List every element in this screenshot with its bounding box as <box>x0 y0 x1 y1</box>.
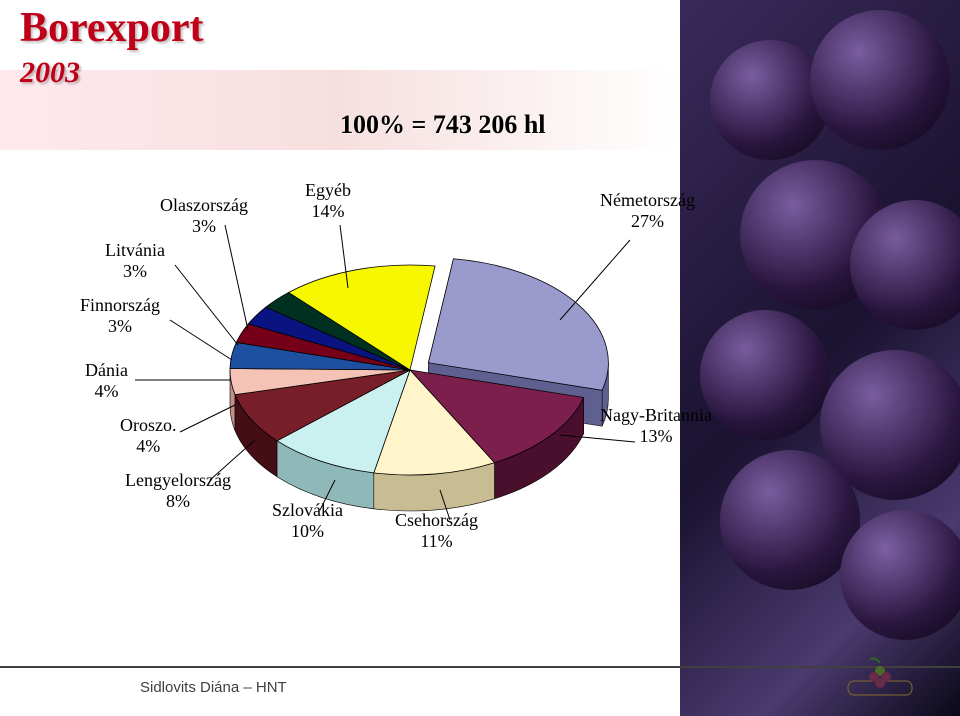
slice-label: Németország27% <box>600 190 695 231</box>
slice-label: Lengyelország8% <box>125 470 231 511</box>
slice-label: Egyéb14% <box>305 180 351 221</box>
slice-label: Nagy-Britannia13% <box>600 405 712 446</box>
page-subtitle: 2003 <box>20 56 80 90</box>
total-label: 100% = 743 206 hl <box>340 110 546 140</box>
slice-label: Szlovákia10% <box>272 500 343 541</box>
pie-chart: Németország27% Nagy-Britannia13% Csehorszá… <box>60 180 760 600</box>
page-title: Borexport <box>20 4 204 52</box>
footer-logo <box>840 651 920 706</box>
slice-label: Csehország11% <box>395 510 478 551</box>
footer-divider <box>0 666 960 668</box>
slice-label: Finnország3% <box>80 295 160 336</box>
slice-label: Litvánia3% <box>105 240 165 281</box>
slice-label: Dánia4% <box>85 360 128 401</box>
slice-label: Olaszország3% <box>160 195 248 236</box>
slice-label: Oroszo.4% <box>120 415 177 456</box>
footer-text: Sidlovits Diána – HNT <box>140 679 287 696</box>
